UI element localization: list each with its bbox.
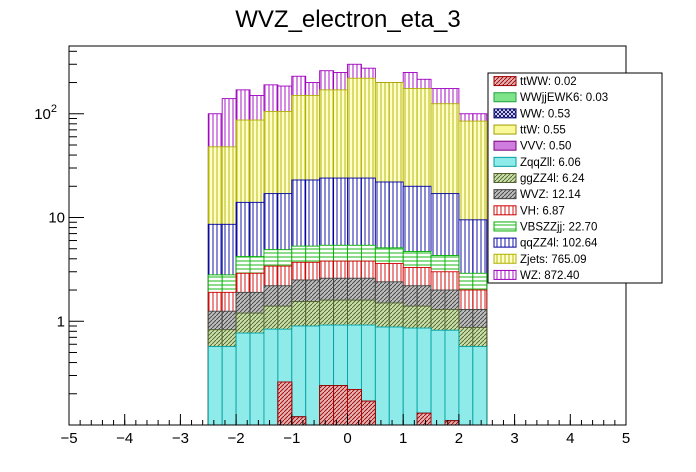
x-tick-label: −4 [116,430,133,447]
legend-swatch-wvz [493,189,517,200]
legend-entry-vbszzjj: VBSZZjj: 22.70 [520,221,597,233]
bar-ttww-9 [333,385,348,426]
legend-swatch-ttw [493,124,517,135]
legend-swatch-vbszzjj [493,221,517,232]
axes: −5 −4 −3 −2 −1 0 1 2 3 4 5 1 10 102 [34,50,630,447]
legend-entry-ttw: ttW: 0.55 [520,125,566,137]
bar-zqqzll-6 [291,325,307,426]
legend-entry-ggzz4l: ggZZ4l: 6.24 [520,173,585,185]
legend-swatch-vh [493,205,517,216]
bar-ttww-6 [291,416,307,426]
legend-swatch-ggzz4l [493,173,517,183]
x-tick-label: −1 [283,430,300,447]
histogram-bars [207,63,488,426]
legend-swatch-ttww [493,76,517,87]
bar-ttww-8 [319,385,335,426]
bar-zqqzll-18 [458,346,474,426]
x-tick-label: −3 [172,430,189,447]
legend-entry-wwjjewk6: WWjjEWK6: 0.03 [520,92,608,104]
bar-zqqzll-13 [388,326,404,426]
bar-zqqzll-2 [235,332,251,426]
legend-swatch-wz [493,269,517,280]
legend-entry-zjets: Zjets: 765.09 [520,254,586,266]
x-tick-label: −5 [60,430,77,447]
bar-zqqzll-16 [430,329,446,426]
legend: ttWW: 0.02 WWjjEWK6: 0.03 WW: 0.53 ttW: 0.5… [487,72,663,284]
legend-swatch-ww [493,108,517,119]
x-tick-label: 5 [622,430,630,447]
bar-zqqzll-14 [402,327,418,426]
bar-zqqzll-19 [472,346,488,426]
x-tick-label: 3 [510,430,518,447]
bar-ttww-15 [416,412,432,426]
legend-entry-ww: WW: 0.53 [520,108,570,120]
y-tick-label: 10 [48,210,65,227]
y-tick-label: 1 [57,313,65,330]
x-tick-label: −2 [228,430,245,447]
bar-zqqzll-0 [207,346,223,426]
chart-title: WVZ_electron_eta_3 [235,6,461,33]
series-ttww [277,381,460,426]
legend-entry-vvv: VVV: 0.50 [520,141,571,153]
legend-entry-vh: VH: 6.87 [520,205,565,217]
bar-zqqzll-1 [221,346,237,426]
legend-entry-zqqzll: ZqqZll: 6.06 [520,157,581,169]
legend-entry-ttww: ttWW: 0.02 [520,76,577,88]
legend-entry-wvz: WVZ: 12.14 [520,189,581,201]
bar-ttww-11 [360,400,376,426]
bar-zqqzll-4 [263,328,279,426]
bar-zqqzll-3 [249,332,265,426]
bar-ttww-17 [444,420,460,426]
legend-entry-wz: WZ: 872.40 [520,270,579,282]
bar-zqqzll-15 [416,327,432,426]
x-tick-label: 2 [455,430,463,447]
legend-swatch-zjets [493,253,517,264]
bar-zqqzll-7 [305,325,321,426]
legend-swatch-vvv [493,140,517,151]
legend-entry-qqzz4l: qqZZ4l: 102.64 [520,238,598,250]
legend-swatch-wwjjewk6 [493,92,517,103]
x-tick-label: 4 [566,430,574,447]
x-tick-label: 1 [399,430,407,447]
bar-ttww-5 [277,381,293,426]
legend-swatch-zqqzll [493,156,517,167]
x-tick-label: 0 [343,430,351,447]
legend-swatch-qqzz4l [493,237,517,248]
bar-ttww-10 [347,389,362,426]
bar-zqqzll-17 [444,329,460,426]
bar-zqqzll-12 [374,326,390,426]
legend-box [487,72,663,284]
y-tick-label: 102 [34,103,57,123]
